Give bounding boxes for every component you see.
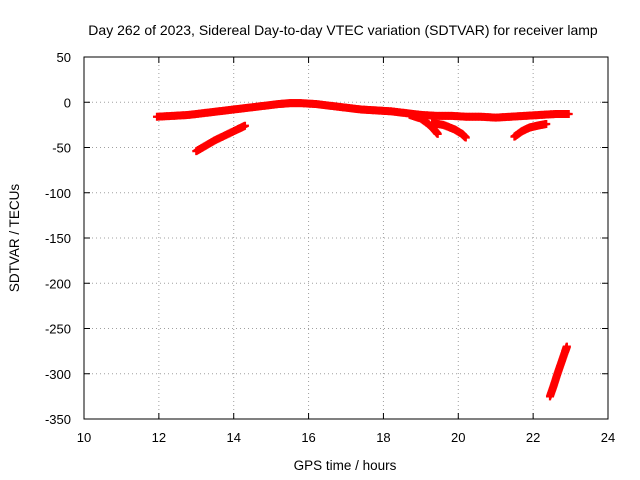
- x-tick-label: 12: [152, 430, 166, 445]
- data-series: [428, 119, 470, 142]
- tick-layer: 10 12 14 16 18 20 22 24 50 0 -50 -100 -150 -200 -250 -3…: [45, 50, 615, 445]
- x-tick-label: 20: [451, 430, 465, 445]
- x-tick-label: 10: [77, 430, 91, 445]
- y-tick-label: 0: [64, 95, 71, 110]
- data-point: [461, 133, 470, 142]
- data-series: [545, 342, 571, 401]
- chart-title: Day 262 of 2023, Sidereal Day-to-day VTE…: [88, 22, 598, 38]
- x-tick-label: 16: [301, 430, 315, 445]
- y-tick-label: -200: [45, 276, 71, 291]
- data-series: [152, 99, 573, 122]
- x-tick-label: 18: [376, 430, 390, 445]
- data-point: [564, 110, 573, 119]
- data-point: [562, 342, 571, 351]
- y-tick-label: -100: [45, 186, 71, 201]
- data-point: [240, 121, 249, 130]
- y-tick-label: 50: [57, 50, 71, 65]
- y-tick-label: -350: [45, 412, 71, 427]
- x-axis-label: GPS time / hours: [294, 458, 397, 473]
- data-series: [510, 119, 551, 141]
- data-point: [433, 129, 442, 138]
- grid-layer: [84, 57, 608, 419]
- data-point: [542, 119, 551, 128]
- x-tick-label: 24: [601, 430, 615, 445]
- y-tick-label: -50: [52, 141, 71, 156]
- y-axis-label: SDTVAR / TECUs: [7, 184, 22, 293]
- data-layer: [152, 99, 573, 401]
- x-tick-label: 14: [226, 430, 240, 445]
- y-tick-label: -150: [45, 231, 71, 246]
- data-series: [192, 121, 249, 156]
- x-tick-label: 22: [526, 430, 540, 445]
- y-tick-label: -300: [45, 367, 71, 382]
- y-tick-label: -250: [45, 322, 71, 337]
